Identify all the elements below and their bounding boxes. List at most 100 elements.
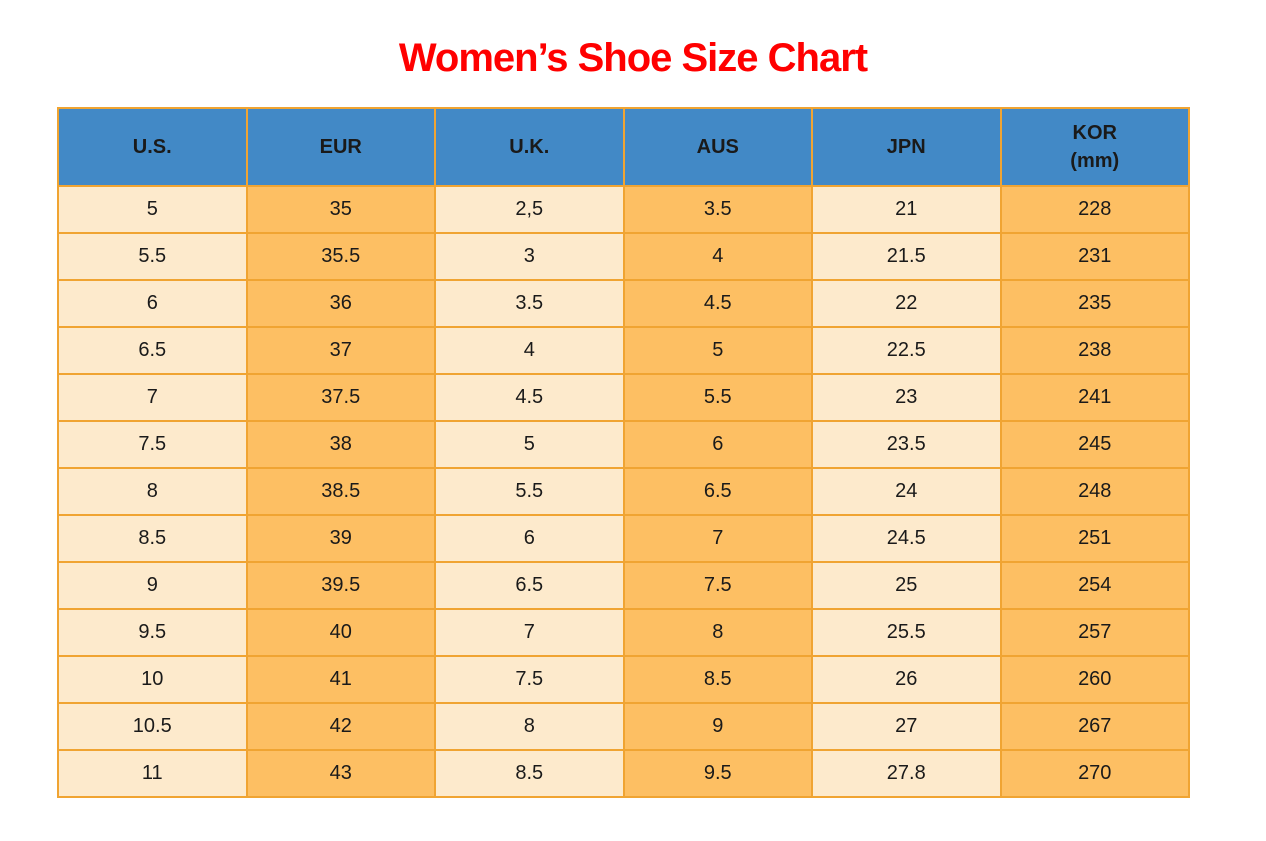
table-cell: 3.5 [622, 185, 813, 234]
table-cell: 3.5 [434, 279, 625, 328]
table-cell: 267 [999, 702, 1190, 751]
table-cell: 6.5 [622, 467, 813, 516]
table-cell: 5.5 [57, 232, 248, 281]
table-cell: 39 [245, 514, 436, 563]
table-cell: 7 [57, 373, 248, 422]
table-cell: 37 [245, 326, 436, 375]
table-row: 8 38.5 5.5 6.5 24 248 [57, 467, 1190, 516]
table-cell: 10 [57, 655, 248, 704]
table-cell: 8.5 [434, 749, 625, 798]
header-row: U.S. EUR U.K. AUS JPN KOR (mm) [57, 107, 1190, 187]
table-row: 6 36 3.5 4.5 22 235 [57, 279, 1190, 328]
table-cell: 6.5 [434, 561, 625, 610]
table-cell: 38.5 [245, 467, 436, 516]
table-cell: 26 [811, 655, 1002, 704]
table-cell: 35.5 [245, 232, 436, 281]
table-cell: 5 [434, 420, 625, 469]
table-cell: 4.5 [622, 279, 813, 328]
table-cell: 245 [999, 420, 1190, 469]
column-header: U.K. [434, 107, 625, 187]
table-cell: 254 [999, 561, 1190, 610]
table-cell: 8 [622, 608, 813, 657]
table-cell: 25.5 [811, 608, 1002, 657]
table-cell: 7.5 [622, 561, 813, 610]
table-cell: 248 [999, 467, 1190, 516]
table-row: 8.5 39 6 7 24.5 251 [57, 514, 1190, 563]
table-cell: 5 [57, 185, 248, 234]
table-cell: 6.5 [57, 326, 248, 375]
table-cell: 23 [811, 373, 1002, 422]
table-cell: 260 [999, 655, 1190, 704]
table-cell: 27.8 [811, 749, 1002, 798]
table-cell: 235 [999, 279, 1190, 328]
table-cell: 4.5 [434, 373, 625, 422]
table-cell: 8.5 [57, 514, 248, 563]
column-header: JPN [811, 107, 1002, 187]
table-row: 10.5 42 8 9 27 267 [57, 702, 1190, 751]
table-row: 11 43 8.5 9.5 27.8 270 [57, 749, 1190, 798]
table-cell: 2,5 [434, 185, 625, 234]
table-cell: 7.5 [57, 420, 248, 469]
table-cell: 21.5 [811, 232, 1002, 281]
table-body: 5 35 2,5 3.5 21 228 5.5 35.5 3 4 21.5 231 6 36 3.5 4.5 2… [57, 185, 1190, 798]
page-title: Women’s Shoe Size Chart [398, 36, 868, 80]
table-cell: 43 [245, 749, 436, 798]
table-cell: 10.5 [57, 702, 248, 751]
table-cell: 7.5 [434, 655, 625, 704]
size-chart-table: U.S. EUR U.K. AUS JPN KOR (mm) 5 35 2,5 3.5 21 228… [57, 107, 1190, 798]
table-cell: 9.5 [622, 749, 813, 798]
table-cell: 4 [622, 232, 813, 281]
table-cell: 23.5 [811, 420, 1002, 469]
table-cell: 38 [245, 420, 436, 469]
table-cell: 5.5 [622, 373, 813, 422]
table-cell: 6 [434, 514, 625, 563]
table-cell: 21 [811, 185, 1002, 234]
column-header: EUR [245, 107, 436, 187]
table-cell: 27 [811, 702, 1002, 751]
table-row: 9.5 40 7 8 25.5 257 [57, 608, 1190, 657]
table-cell: 40 [245, 608, 436, 657]
table-cell: 24 [811, 467, 1002, 516]
table-cell: 9 [57, 561, 248, 610]
table-cell: 24.5 [811, 514, 1002, 563]
table-cell: 8 [434, 702, 625, 751]
table-cell: 22 [811, 279, 1002, 328]
table-cell: 11 [57, 749, 248, 798]
table-cell: 6 [622, 420, 813, 469]
table-cell: 7 [622, 514, 813, 563]
table-cell: 251 [999, 514, 1190, 563]
table-cell: 231 [999, 232, 1190, 281]
table-cell: 241 [999, 373, 1190, 422]
table-row: 7.5 38 5 6 23.5 245 [57, 420, 1190, 469]
table-cell: 7 [434, 608, 625, 657]
table-cell: 9.5 [57, 608, 248, 657]
column-header: KOR (mm) [999, 107, 1190, 187]
table-cell: 270 [999, 749, 1190, 798]
size-chart-container: U.S. EUR U.K. AUS JPN KOR (mm) 5 35 2,5 3.5 21 228… [57, 107, 1190, 798]
column-header: AUS [622, 107, 813, 187]
table-row: 5.5 35.5 3 4 21.5 231 [57, 232, 1190, 281]
table-row: 9 39.5 6.5 7.5 25 254 [57, 561, 1190, 610]
table-row: 5 35 2,5 3.5 21 228 [57, 185, 1190, 234]
table-cell: 5.5 [434, 467, 625, 516]
table-cell: 25 [811, 561, 1002, 610]
table-cell: 39.5 [245, 561, 436, 610]
table-cell: 8 [57, 467, 248, 516]
table-cell: 9 [622, 702, 813, 751]
table-row: 10 41 7.5 8.5 26 260 [57, 655, 1190, 704]
table-row: 7 37.5 4.5 5.5 23 241 [57, 373, 1190, 422]
table-cell: 238 [999, 326, 1190, 375]
table-cell: 8.5 [622, 655, 813, 704]
table-cell: 37.5 [245, 373, 436, 422]
table-cell: 42 [245, 702, 436, 751]
table-cell: 5 [622, 326, 813, 375]
table-cell: 228 [999, 185, 1190, 234]
table-cell: 4 [434, 326, 625, 375]
table-cell: 35 [245, 185, 436, 234]
table-cell: 22.5 [811, 326, 1002, 375]
table-cell: 257 [999, 608, 1190, 657]
table-cell: 3 [434, 232, 625, 281]
table-cell: 41 [245, 655, 436, 704]
table-header: U.S. EUR U.K. AUS JPN KOR (mm) [57, 107, 1190, 187]
